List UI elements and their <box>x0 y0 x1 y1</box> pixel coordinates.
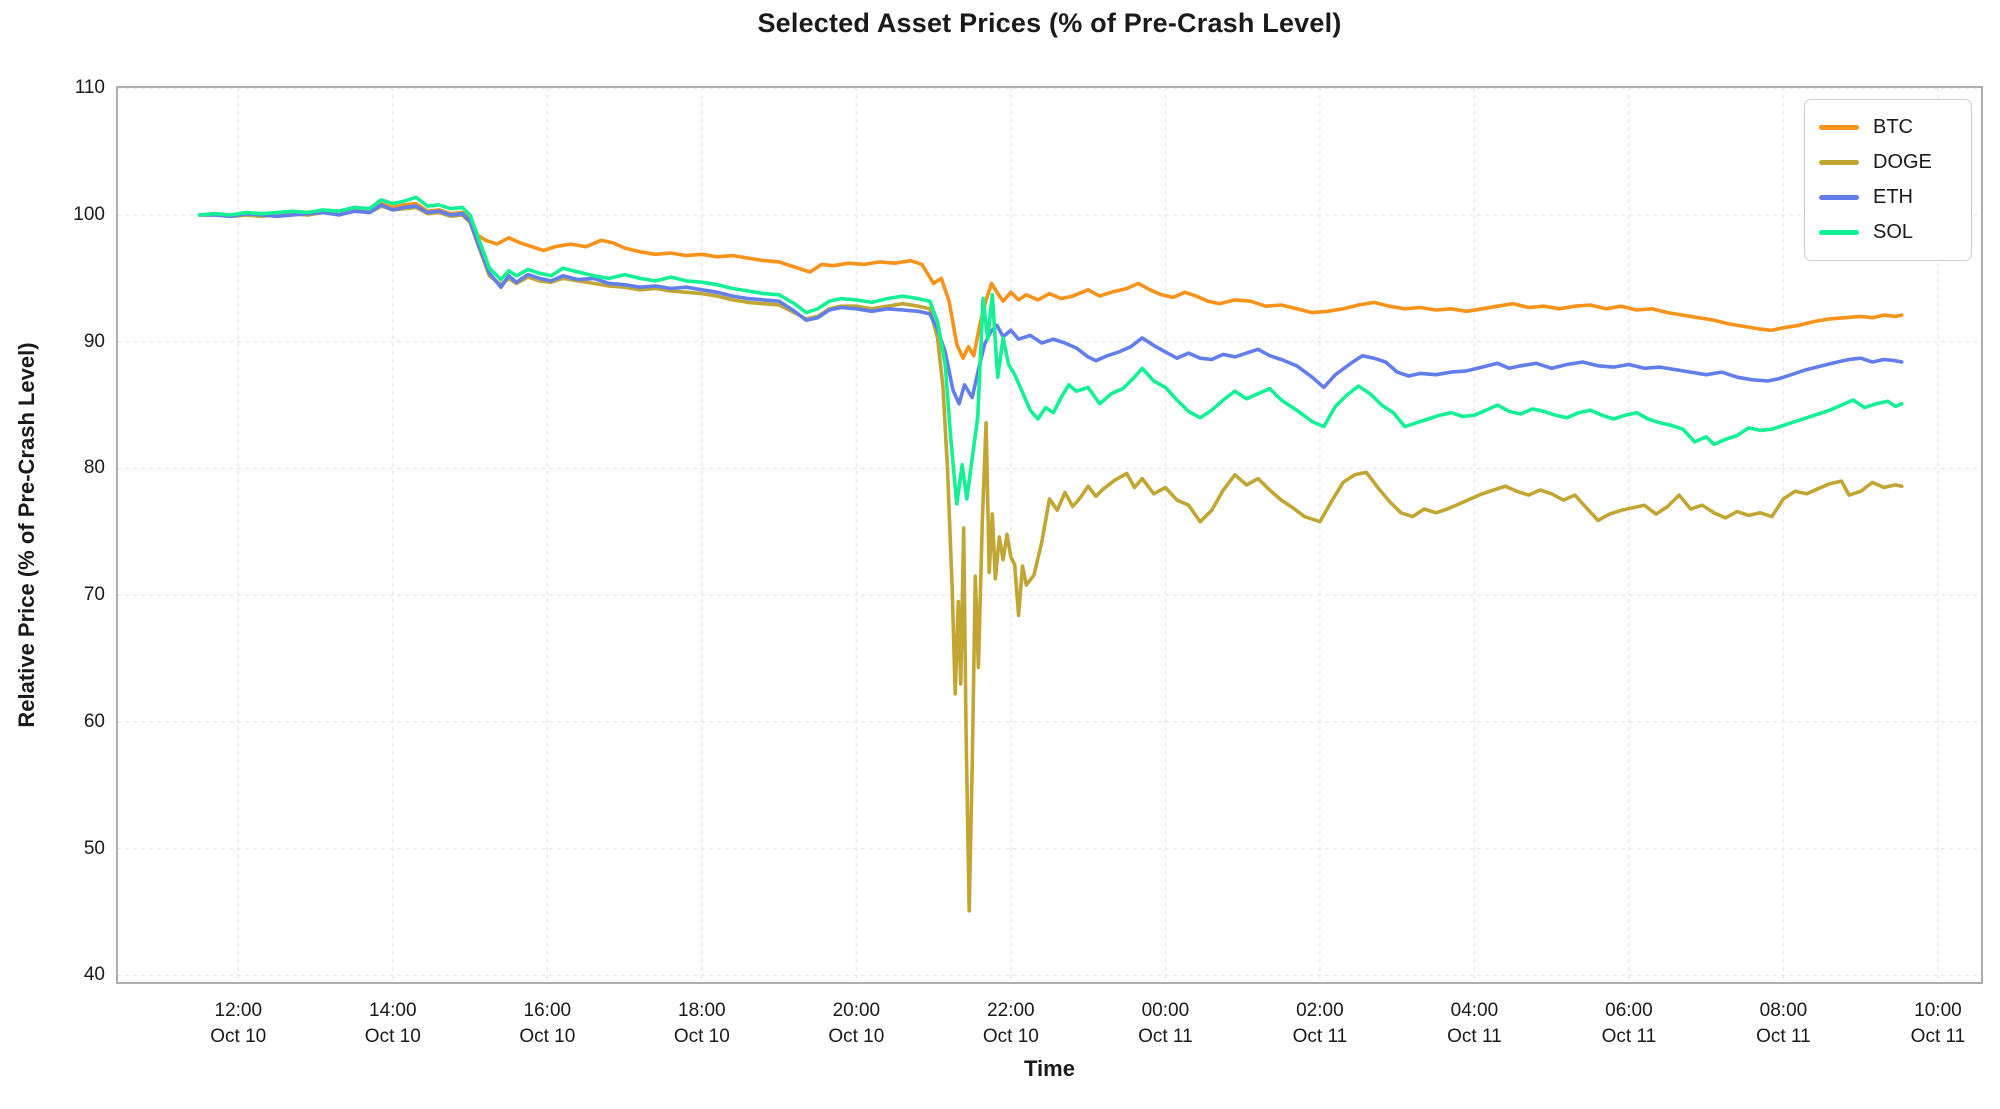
y-tick-label: 80 <box>83 457 105 479</box>
x-tick-date: Oct 10 <box>519 1026 576 1047</box>
y-tick-label: 100 <box>73 204 105 225</box>
x-tick-date: Oct 11 <box>1601 1026 1657 1047</box>
x-tick-time: 16:00 <box>523 1000 572 1021</box>
x-tick-time: 12:00 <box>214 1000 263 1021</box>
x-tick-date: Oct 11 <box>1910 1026 1966 1047</box>
x-tick-date: Oct 11 <box>1756 1026 1811 1047</box>
x-tick-time: 04:00 <box>1450 1000 1499 1021</box>
y-tick-label: 60 <box>83 710 105 732</box>
legend-swatch-doge <box>1819 160 1859 165</box>
x-tick-label: 16:00 Oct 10 <box>487 998 607 1050</box>
legend-label: ETH <box>1873 186 1913 208</box>
x-tick-date: Oct 11 <box>1292 1026 1348 1047</box>
x-tick-date: Oct 10 <box>364 1026 421 1047</box>
legend-label: SOL <box>1873 221 1914 243</box>
legend-swatch-sol <box>1819 230 1859 235</box>
legend-item-btc: BTC <box>1819 110 1957 145</box>
y-tick-label: 110 <box>74 77 105 99</box>
x-tick-label: 08:00 Oct 11 <box>1723 998 1843 1050</box>
x-tick-label: 20:00 Oct 10 <box>796 998 916 1050</box>
y-tick-label: 40 <box>83 964 105 986</box>
x-tick-date: Oct 10 <box>982 1026 1039 1047</box>
x-axis-label: Time <box>1024 1056 1075 1081</box>
series-line-btc <box>197 201 1904 360</box>
x-tick-date: Oct 10 <box>673 1026 730 1047</box>
x-tick-date: Oct 11 <box>1447 1026 1502 1047</box>
x-tick-label: 04:00 Oct 11 <box>1414 998 1534 1050</box>
y-tick-label: 90 <box>83 330 105 352</box>
legend: BTC DOGE ETH SOL <box>1804 99 1972 261</box>
legend-item-eth: ETH <box>1819 180 1957 215</box>
y-axis-tick-labels: 40 50 60 70 80 90 100 110 <box>0 0 110 1109</box>
chart-title: Selected Asset Prices (% of Pre-Crash Le… <box>757 8 1342 38</box>
y-tick-label: 50 <box>83 837 105 859</box>
x-tick-label: 12:00 Oct 10 <box>178 998 298 1050</box>
x-tick-date: Oct 11 <box>1138 1026 1193 1047</box>
x-tick-date: Oct 10 <box>210 1026 267 1047</box>
x-tick-time: 06:00 <box>1605 1000 1653 1021</box>
legend-swatch-eth <box>1819 195 1859 200</box>
x-tick-time: 22:00 <box>987 1000 1035 1021</box>
x-tick-time: 08:00 <box>1759 1000 1808 1021</box>
series-line-sol <box>197 195 1904 506</box>
y-tick-label: 70 <box>83 584 105 606</box>
x-tick-time: 14:00 <box>369 1000 417 1021</box>
legend-swatch-btc <box>1819 125 1859 130</box>
legend-item-sol: SOL <box>1819 215 1957 250</box>
x-tick-label: 10:00 Oct 11 <box>1878 998 1998 1050</box>
x-tick-label: 02:00 Oct 11 <box>1260 998 1380 1050</box>
x-tick-time: 20:00 <box>832 1000 881 1021</box>
x-tick-label: 18:00 Oct 10 <box>642 998 762 1050</box>
series-line-eth <box>197 203 1904 406</box>
plot-frame <box>116 86 1983 984</box>
x-tick-label: 22:00 Oct 10 <box>951 998 1071 1050</box>
x-tick-label: 14:00 Oct 10 <box>333 998 453 1050</box>
x-tick-label: 00:00 Oct 11 <box>1105 998 1225 1050</box>
series-line-doge <box>197 204 1904 913</box>
x-tick-time: 18:00 <box>678 1000 726 1021</box>
y-axis-label: Relative Price (% of Pre-Crash Level) <box>14 342 39 728</box>
legend-label: DOGE <box>1873 151 1932 173</box>
legend-item-doge: DOGE <box>1819 145 1957 180</box>
x-axis-tick-labels: 12:00 Oct 10 14:00 Oct 10 16:00 Oct 10 18:00 Oc… <box>0 998 2000 1054</box>
x-tick-label: 06:00 Oct 11 <box>1569 998 1689 1050</box>
x-tick-date: Oct 10 <box>828 1026 885 1047</box>
legend-label: BTC <box>1873 116 1913 138</box>
x-tick-time: 00:00 <box>1141 1000 1190 1021</box>
x-tick-time: 10:00 <box>1914 1000 1962 1021</box>
x-tick-time: 02:00 <box>1296 1000 1344 1021</box>
